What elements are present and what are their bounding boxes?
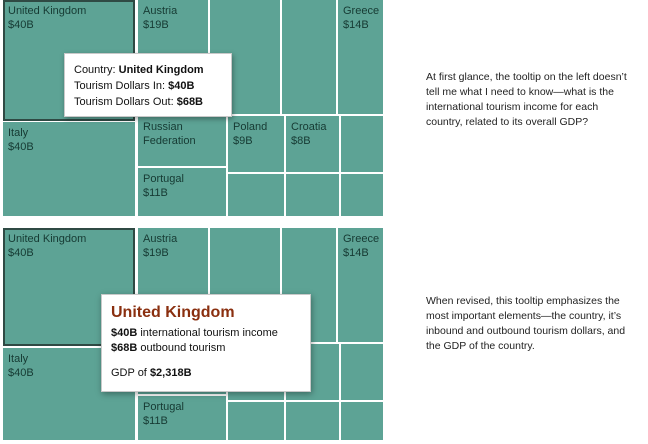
cell-label: Portugal $11B — [143, 173, 184, 199]
cell-label: Greece $14B — [343, 233, 380, 259]
tooltip-country-value: United Kingdom — [118, 64, 204, 76]
tooltip-gdp-label: GDP of — [111, 367, 150, 379]
treemap-cell-croatia[interactable]: Croatia $8B — [286, 116, 339, 172]
tooltip-in-value: $40B — [168, 80, 195, 92]
treemap-cell-unlabeled[interactable] — [341, 402, 383, 440]
tooltip-in-label: Tourism Dollars In: — [74, 80, 166, 92]
cell-label: Croatia $8B — [291, 121, 327, 147]
treemap-cell-unlabeled[interactable] — [341, 344, 383, 400]
treemap-cell-unlabeled[interactable] — [341, 174, 383, 216]
tooltip-original: Country: United Kingdom Tourism Dollars … — [64, 53, 232, 117]
cell-label: Greece $14B — [343, 5, 380, 31]
treemap-cell-unlabeled[interactable] — [286, 402, 339, 440]
treemap-cell-portugal[interactable]: Portugal $11B — [138, 396, 226, 440]
tooltip-outbound-value: $68B — [111, 342, 138, 354]
tooltip-revised: United Kingdom $40B international touris… — [101, 294, 311, 392]
treemap-cell-poland[interactable]: Poland $9B — [228, 116, 284, 172]
tooltip-income-value: $40B — [111, 327, 138, 339]
cell-label: Austria $19B — [143, 5, 178, 31]
tooltip-gdp-value: $2,318B — [149, 367, 192, 379]
cell-label: Russian Federation — [143, 121, 196, 147]
cell-label: Portugal $11B — [143, 401, 184, 427]
tooltip-income-text: international tourism income — [137, 327, 278, 339]
tooltip-country-label: Country: — [74, 64, 116, 76]
tooltip-title: United Kingdom — [111, 304, 235, 321]
treemap-cell-russian-federation[interactable]: Russian Federation — [138, 116, 226, 166]
cell-label: Italy $40B — [8, 127, 34, 153]
cell-label: Austria $19B — [143, 233, 178, 259]
tooltip-out-label: Tourism Dollars Out: — [74, 96, 174, 108]
note-original: At first glance, the tooltip on the left… — [426, 71, 627, 128]
cell-label: Italy $40B — [8, 353, 34, 379]
treemap-cell-greece[interactable]: Greece $14B — [338, 228, 383, 342]
treemap-original: United Kingdom $40B Italy $40B Austria $19B Gr… — [3, 0, 383, 216]
treemap-cell-unlabeled[interactable] — [228, 174, 284, 216]
treemap-revised: United Kingdom $40B Italy $40B Austria $19B Gr… — [3, 228, 383, 444]
treemap-cell-italy[interactable]: Italy $40B — [3, 122, 135, 216]
cell-label: Poland $9B — [233, 121, 268, 147]
treemap-cell-unlabeled[interactable] — [282, 0, 336, 114]
treemap-cell-unlabeled[interactable] — [341, 116, 383, 172]
note-revised: When revised, this tooltip emphasizes th… — [426, 295, 626, 352]
tooltip-out-value: $68B — [176, 96, 203, 108]
cell-label: United Kingdom $40B — [8, 233, 87, 259]
treemap-cell-unlabeled[interactable] — [228, 402, 284, 440]
tooltip-outbound-text: outbound tourism — [137, 342, 226, 354]
treemap-cell-unlabeled[interactable] — [286, 174, 339, 216]
cell-label: United Kingdom $40B — [8, 5, 87, 31]
treemap-cell-portugal[interactable]: Portugal $11B — [138, 168, 226, 216]
treemap-cell-greece[interactable]: Greece $14B — [338, 0, 383, 114]
